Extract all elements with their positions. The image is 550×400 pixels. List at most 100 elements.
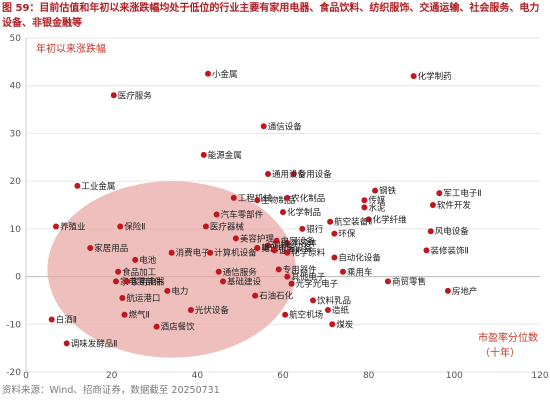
data-point-label: 专用设备 xyxy=(298,169,333,180)
data-point-label: 光学光电子 xyxy=(296,279,339,290)
data-point xyxy=(117,223,124,230)
data-point xyxy=(164,287,171,294)
data-point xyxy=(365,216,372,223)
x-tick-label: 0 xyxy=(23,371,29,381)
data-point xyxy=(220,278,227,285)
data-point xyxy=(213,211,220,218)
data-point-label: 化学纤维 xyxy=(373,214,408,225)
data-point-label: 石油石化 xyxy=(259,291,294,302)
data-point-label: 工业金属 xyxy=(81,181,115,192)
data-point xyxy=(339,268,346,275)
data-point-label: 航运港口 xyxy=(126,293,160,304)
figure-title: 图 59：目前估值和年初以来涨跌幅均处于低位的行业主要有家用电器、食品饮料、纺织… xyxy=(2,3,540,29)
data-point xyxy=(327,218,334,225)
x-tick-label: 60 xyxy=(277,371,289,381)
data-point-label: 化学原料 xyxy=(291,248,326,259)
data-point xyxy=(331,230,338,237)
data-point xyxy=(265,170,272,177)
data-point-label: 其他电子 xyxy=(291,272,326,283)
data-point-label: 保险Ⅱ xyxy=(124,221,145,232)
data-point xyxy=(361,204,368,211)
x-tick-label: 120 xyxy=(531,371,548,381)
data-point xyxy=(324,306,331,313)
data-point xyxy=(52,223,59,230)
data-point xyxy=(429,202,436,208)
data-point-label: 传媒 xyxy=(368,195,386,206)
data-point xyxy=(232,235,239,242)
data-point-label: 半导体 xyxy=(291,238,317,249)
data-point xyxy=(284,273,291,280)
data-point xyxy=(200,151,207,158)
data-point xyxy=(153,323,160,330)
data-point xyxy=(410,73,417,80)
data-point xyxy=(329,321,336,328)
data-point-label: 软件开发 xyxy=(437,200,472,211)
data-point xyxy=(202,223,209,230)
data-point xyxy=(63,340,70,347)
data-point xyxy=(87,244,94,251)
data-point xyxy=(423,247,430,254)
data-point-label: 通信服务 xyxy=(223,267,258,278)
data-point-label: 消费电子 xyxy=(176,248,211,259)
data-point-label: 小金属 xyxy=(212,69,238,80)
data-point xyxy=(284,194,291,201)
data-point xyxy=(280,209,286,216)
data-point xyxy=(132,256,139,263)
chart-axes: -20 -10 0 10 20 30 40 50 0 20 40 60 80 100 120 xyxy=(6,34,549,381)
data-point-label: 通用设备 xyxy=(272,169,307,180)
x-tick-label: 100 xyxy=(446,371,463,381)
data-point-label: 汽车零部件 xyxy=(221,210,264,221)
data-point-label: 家用电器 xyxy=(131,276,166,287)
x-tick-label: 40 xyxy=(192,371,204,381)
data-point-label: 化学制品 xyxy=(287,207,321,218)
data-point xyxy=(254,197,261,204)
data-point-label: 航空机场 xyxy=(289,310,323,321)
x-axis-title: 市盈率分位数 xyxy=(478,331,538,344)
data-point xyxy=(282,311,289,318)
data-point-label: 电池 xyxy=(139,255,157,266)
data-point-label: 农化制品 xyxy=(291,193,325,204)
data-point xyxy=(309,297,316,304)
data-point-label: 航空装备Ⅱ xyxy=(334,217,372,228)
data-point xyxy=(74,182,81,189)
data-point-label: 水泥 xyxy=(368,202,386,213)
x-tick-label: 20 xyxy=(106,371,118,381)
data-point-label: 电力 xyxy=(171,286,188,297)
data-point-label: 调味发酵品Ⅱ xyxy=(71,338,118,349)
data-point xyxy=(271,247,278,254)
data-point-label: 造纸 xyxy=(332,305,350,316)
data-point xyxy=(284,249,291,256)
data-point-label: 煤炭 xyxy=(336,319,354,330)
y-tick-label: -10 xyxy=(6,320,21,330)
data-point xyxy=(290,170,297,177)
data-point-label: 燃气Ⅱ xyxy=(129,310,150,321)
data-point xyxy=(265,242,272,249)
y-tick-label: 30 xyxy=(10,129,22,139)
data-point-label: 饮料乳品 xyxy=(317,295,351,306)
data-point xyxy=(121,311,128,318)
data-point xyxy=(215,268,222,275)
data-point-label: 乘用车 xyxy=(347,267,373,278)
data-point-label: 其他电源设备 xyxy=(261,243,313,254)
data-point xyxy=(110,92,117,99)
data-point-label: 银行 xyxy=(306,224,324,235)
data-point xyxy=(284,240,291,247)
y-tick-label: -20 xyxy=(6,368,21,378)
data-point-label: 风电设备 xyxy=(435,226,470,237)
data-point xyxy=(260,123,267,130)
data-point-label: 能源金属 xyxy=(208,150,242,161)
data-point-label: 饲料 xyxy=(272,241,290,252)
data-point xyxy=(205,70,212,77)
x-axis-title-unit: （十年） xyxy=(480,346,520,359)
y-axis-title: 年初以来涨跌幅 xyxy=(36,42,106,55)
data-point-label: 电池 xyxy=(261,243,279,254)
data-point xyxy=(112,278,119,285)
y-tick-label: 0 xyxy=(15,273,21,283)
data-point-label: 美容护理 xyxy=(240,233,275,244)
data-point-label: 钢铁 xyxy=(379,186,397,197)
data-point xyxy=(299,225,306,232)
y-tick-label: 20 xyxy=(10,177,22,187)
data-point-label: 通信设备 xyxy=(268,121,303,132)
